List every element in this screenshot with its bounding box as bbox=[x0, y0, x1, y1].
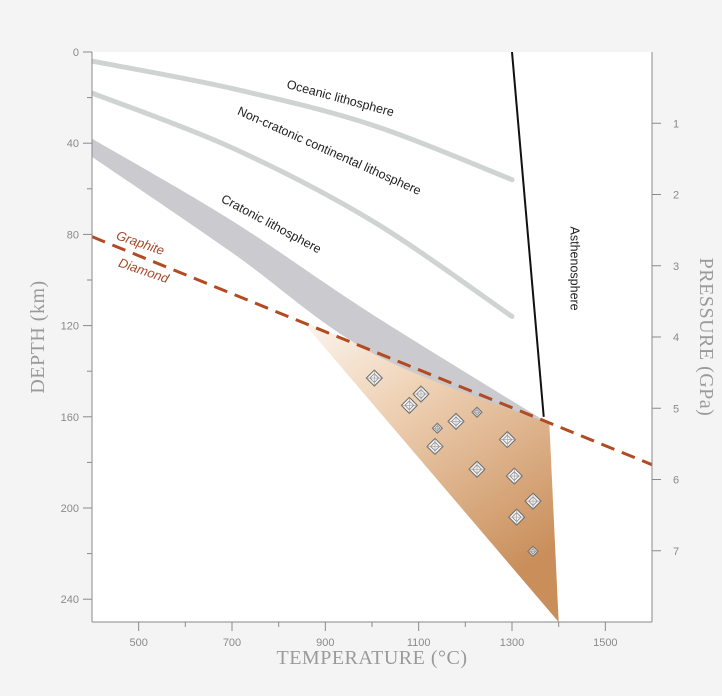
diamond-marker bbox=[468, 460, 486, 478]
diamond-marker bbox=[505, 467, 524, 485]
y-tick-label: 200 bbox=[61, 503, 79, 515]
y2-tick-label: 1 bbox=[673, 118, 679, 130]
x-tick-label: 1500 bbox=[593, 637, 617, 649]
diamond-marker bbox=[365, 369, 384, 387]
y-tick-label: 240 bbox=[61, 594, 79, 606]
diamond-marker bbox=[412, 385, 430, 403]
y-tick-label: 0 bbox=[73, 47, 79, 59]
y-tick-label: 80 bbox=[67, 229, 79, 241]
diamond-marker bbox=[431, 422, 444, 434]
x-tick-label: 1100 bbox=[407, 637, 431, 649]
x-tick-label: 700 bbox=[223, 637, 241, 649]
diamond-marker bbox=[400, 396, 419, 415]
y-tick-label: 40 bbox=[67, 138, 79, 150]
diamond-marker bbox=[527, 545, 539, 558]
x-tick-label: 500 bbox=[129, 637, 147, 649]
x-tick-label: 900 bbox=[316, 637, 334, 649]
y-axis-title: DEPTH (km) bbox=[27, 280, 49, 393]
asthenosphere-adiabat bbox=[511, 52, 545, 417]
y2-tick-label: 3 bbox=[673, 261, 679, 273]
chart-lines bbox=[92, 52, 652, 467]
y2-tick-label: 4 bbox=[673, 332, 679, 344]
noncratonic-lithosphere-line bbox=[92, 90, 515, 319]
y2-tick-label: 7 bbox=[673, 546, 679, 558]
diamond-marker bbox=[498, 430, 517, 449]
diamond-marker bbox=[471, 406, 483, 418]
y-tick-label: 120 bbox=[61, 321, 79, 333]
diamond-marker bbox=[447, 412, 465, 431]
y2-tick-label: 5 bbox=[673, 403, 679, 415]
diamond-marker bbox=[426, 437, 444, 456]
diamond-marker bbox=[507, 508, 526, 526]
chart-axes: 500 700 900 1100 1300 1500 0 40 80 120 160 200 240 1 2… bbox=[61, 47, 679, 649]
graphite-diamond-boundary bbox=[92, 235, 652, 467]
y2-axis-title: PRESSURE (GPa) bbox=[695, 258, 717, 417]
cratonic-lithosphere-band bbox=[92, 138, 550, 424]
diamond-stability-field bbox=[302, 321, 559, 622]
y2-tick-label: 2 bbox=[673, 190, 679, 202]
x-axis-title: TEMPERATURE (°C) bbox=[277, 647, 468, 669]
diamond-markers bbox=[365, 369, 542, 558]
x-tick-label: 1300 bbox=[500, 637, 524, 649]
diamond-marker bbox=[524, 492, 542, 510]
y2-tick-label: 6 bbox=[673, 475, 679, 487]
oceanic-lithosphere-line bbox=[92, 58, 515, 183]
chart-fills bbox=[92, 138, 559, 622]
label-asthenosphere: Asthenosphere bbox=[567, 227, 581, 311]
y-tick-label: 160 bbox=[61, 412, 79, 424]
